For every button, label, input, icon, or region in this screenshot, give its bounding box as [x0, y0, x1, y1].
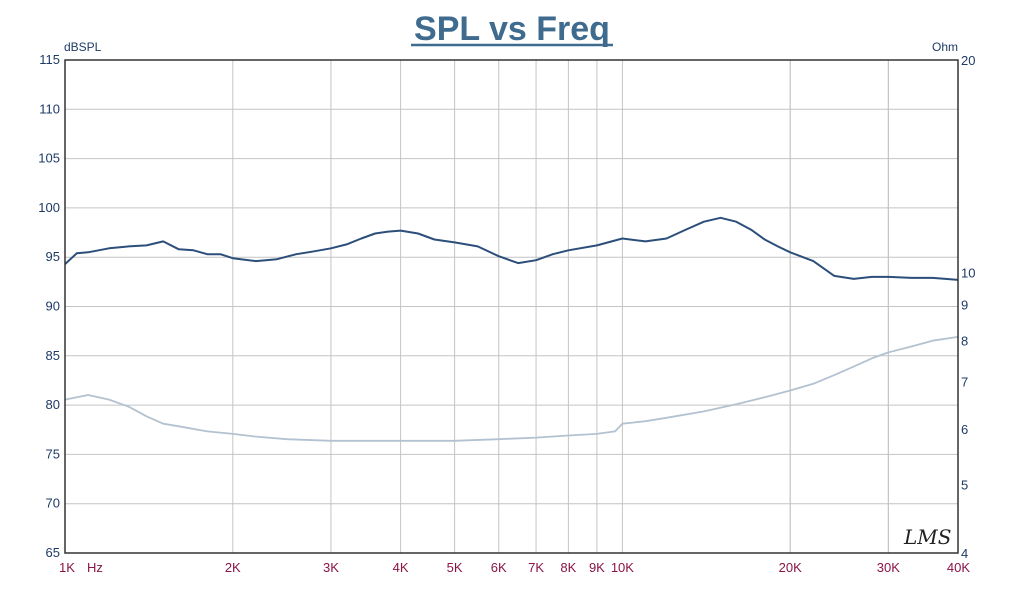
y-tick-label: 105	[38, 151, 60, 166]
y-tick-label: 75	[46, 446, 60, 461]
y2-tick-label: 20	[961, 53, 975, 68]
x-tick-label: 9K	[589, 560, 605, 575]
x-tick-label: 30K	[877, 560, 900, 575]
x-tick-label: 40K	[947, 560, 970, 575]
x-axis-ticks: 1K 2K 3K 4K 5K 6K 7K 8K 9K 10K 20K 30K 40K	[59, 560, 970, 575]
left-axis-unit-label: dBSPL	[64, 40, 102, 54]
series-layer	[64, 216, 959, 442]
y2-tick-label: 8	[961, 334, 968, 349]
plot-frame	[64, 59, 959, 554]
y-tick-label: 80	[46, 397, 60, 412]
y2-tick-label: 6	[961, 422, 968, 437]
x-tick-label: 6K	[491, 560, 507, 575]
chart-title: SPL vs Freq	[414, 10, 610, 48]
x-tick-label: 8K	[560, 560, 576, 575]
x-tick-label: 10K	[611, 560, 634, 575]
y-tick-label: 100	[38, 200, 60, 215]
y2-tick-label: 9	[961, 298, 968, 313]
y2-tick-label: 5	[961, 478, 968, 493]
x-tick-label: 7K	[528, 560, 544, 575]
y2-tick-label: 7	[961, 375, 968, 390]
y-tick-label: 110	[39, 101, 60, 116]
x-tick-label: 20K	[779, 560, 802, 575]
impedance-series-line	[64, 336, 959, 442]
y-tick-label: 90	[46, 299, 60, 314]
y2-tick-label: 10	[961, 265, 975, 280]
x-tick-label: 2K	[225, 560, 241, 575]
y-tick-label: 115	[39, 52, 60, 67]
y-tick-label: 85	[46, 348, 60, 363]
y-tick-label: 95	[46, 249, 60, 264]
x-tick-label: 1K	[59, 560, 75, 575]
x-tick-label: 5K	[447, 560, 463, 575]
y-tick-label: 70	[46, 496, 60, 511]
x-axis-unit-label: Hz	[87, 560, 103, 575]
lms-watermark: LMS	[903, 525, 951, 549]
x-tick-label: 4K	[393, 560, 409, 575]
left-axis-ticks: 115 110 105 100 95 90 85 80 75 70 65	[38, 52, 60, 560]
right-axis-ticks: 20 10 9 8 7 6 5 4	[961, 53, 975, 561]
y2-tick-label: 4	[961, 546, 968, 561]
spl-series-line	[64, 216, 959, 281]
y-tick-label: 65	[46, 545, 60, 560]
x-tick-label: 3K	[323, 560, 339, 575]
grid	[64, 59, 959, 554]
right-axis-unit-label: Ohm	[932, 40, 958, 54]
